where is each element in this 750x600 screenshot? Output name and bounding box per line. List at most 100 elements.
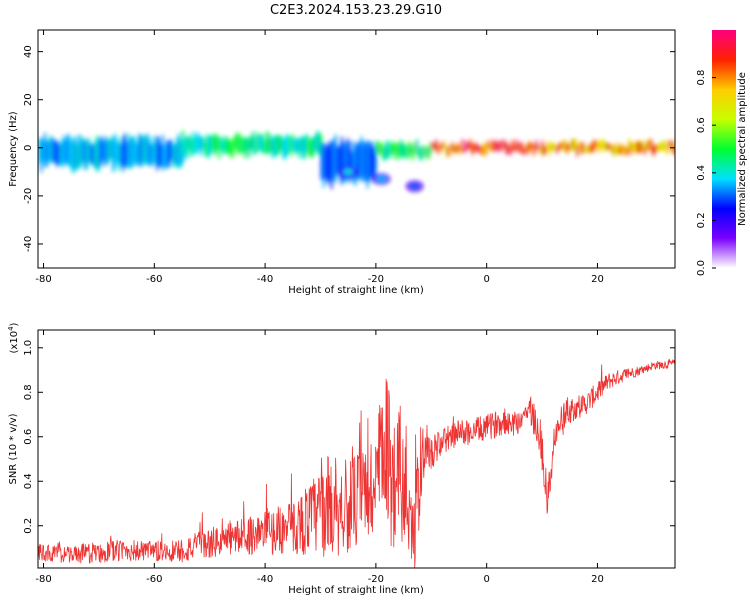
spectrogram-cell: [652, 146, 655, 157]
spectrogram-cell: [102, 140, 105, 162]
spectrogram-cell: [242, 137, 245, 153]
spectrogram-cell: [445, 145, 448, 157]
spectrogram-cell: [594, 139, 597, 150]
spectrogram-cell: [441, 141, 444, 150]
spectrogram-cell: [334, 134, 337, 184]
spectrogram-cell: [451, 142, 454, 152]
snr-y-axis-title: SNR (10 * v/v): [8, 413, 19, 484]
y-tick-label: 0: [23, 145, 34, 151]
spectrogram-cell: [578, 141, 581, 150]
spectrogram-cell: [170, 138, 173, 161]
y-tick-label: -40: [23, 236, 34, 252]
spectrogram-cell: [284, 136, 287, 161]
spectrogram-cell: [210, 134, 213, 155]
spectrogram-cell: [584, 145, 587, 153]
spectrogram-cell: [64, 138, 67, 165]
x-tick-label: 0: [483, 574, 489, 585]
spectrogram-cell: [562, 140, 565, 153]
spectrogram-cell: [415, 138, 419, 156]
x-tick-label: -40: [257, 574, 273, 585]
spectrogram-cell: [236, 132, 239, 154]
spectrogram-cell: [433, 143, 436, 151]
y-tick-label: 1.0: [23, 340, 34, 356]
spectrogram-cell: [230, 140, 233, 158]
spectrogram-cell: [372, 147, 375, 183]
spectrogram-cell: [266, 130, 269, 154]
spectrogram-cell: [314, 134, 317, 151]
spectrogram-x-ticks: -80 -60 -40 -20 0 20: [35, 30, 604, 285]
spectrogram-cell: [340, 136, 343, 185]
spectrogram-cell: [435, 139, 438, 152]
spectrogram-cell: [322, 143, 325, 188]
spectrogram-blob-core: [343, 168, 354, 176]
spectrogram-cell: [624, 146, 627, 156]
spectrogram-cell: [254, 137, 257, 156]
spectrogram-cell: [548, 145, 551, 156]
spectrogram-cell: [421, 145, 425, 159]
spectrogram-cell: [350, 151, 353, 179]
spectrogram-cell: [306, 133, 309, 152]
spectrogram-cell: [192, 131, 195, 157]
spectrogram-cell: [632, 142, 635, 151]
snr-x-axis-title: Height of straight line (km): [288, 585, 424, 596]
spectrogram-cell: [572, 139, 575, 151]
spectrogram-cell: [407, 140, 411, 159]
spectrogram-cell: [453, 146, 456, 154]
spectrogram-cell: [184, 137, 187, 157]
spectrogram-cell: [328, 140, 331, 182]
snr-y-multiplier: (x104): [7, 322, 20, 353]
spectrogram-cell: [539, 145, 542, 155]
spectrogram-cell: [338, 145, 341, 179]
spectrogram-cell: [646, 140, 649, 151]
spectrogram-cell: [50, 135, 53, 164]
spectrogram-cell: [362, 141, 365, 181]
spectrogram-cell: [346, 138, 349, 180]
spectrogram-cell: [515, 139, 518, 152]
spectrogram-cell: [419, 145, 423, 162]
spectrogram-cell: [196, 131, 199, 155]
spectrogram-cell: [437, 143, 440, 155]
y-tick-label: 0.4: [23, 473, 34, 489]
spectrogram-cells: [38, 130, 675, 193]
spectrogram-cell: [116, 141, 119, 164]
spectrogram-cell: [620, 143, 623, 155]
spectrogram-cell: [554, 143, 557, 151]
spectrogram-cell: [455, 143, 458, 154]
spectrogram-cell: [74, 136, 77, 172]
spectrogram-cell: [88, 137, 91, 164]
spectrogram-cell: [580, 142, 583, 155]
y-tick-label: 20: [23, 93, 34, 106]
spectrogram-cell: [244, 137, 247, 159]
spectrogram-cell: [112, 135, 115, 173]
spectrogram-cell: [642, 140, 645, 151]
spectrogram-cell: [260, 134, 263, 152]
spectrogram-blob-core: [409, 182, 420, 190]
spectrogram-cell: [636, 141, 639, 154]
spectrogram-cell: [356, 142, 359, 180]
spectrogram-cell: [156, 135, 159, 171]
colorbar-tick-label: 0.8: [696, 70, 707, 86]
spectrogram-cell: [439, 144, 442, 152]
spectrogram-cell: [650, 139, 653, 151]
spectrogram-cell: [370, 141, 373, 179]
x-tick-label: -60: [146, 574, 162, 585]
spectrogram-cell: [531, 143, 534, 151]
spectrogram-cell: [352, 140, 355, 184]
spectrogram-cell: [44, 132, 47, 168]
spectrogram-cell: [411, 145, 415, 161]
spectrogram-cell: [517, 142, 520, 153]
spectrogram-cell: [542, 144, 545, 156]
spectrogram-cell: [304, 134, 307, 159]
spectrogram-x-axis-title: Height of straight line (km): [288, 285, 424, 296]
spectrogram-cell: [672, 141, 675, 154]
spectrogram-cell: [130, 137, 133, 169]
colorbar-tick-label: 0.2: [696, 212, 707, 228]
spectrogram-panel: -80 -60 -40 -20 0 20 -40 -20 0 20 40 Height of st…: [8, 29, 676, 296]
spectrogram-cell: [497, 141, 500, 152]
spectrogram-cell: [399, 139, 403, 157]
spectrogram-cell: [604, 140, 607, 153]
spectrogram-cell: [52, 137, 55, 164]
spectrogram-cell: [644, 146, 647, 155]
chart-title: C2E3.2024.153.23.29.G10: [270, 3, 442, 18]
